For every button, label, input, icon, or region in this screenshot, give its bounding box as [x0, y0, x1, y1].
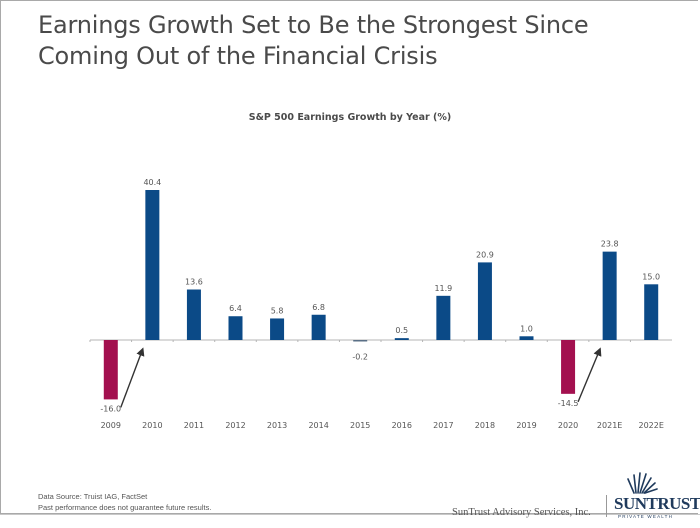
bar-2015: [353, 340, 368, 342]
data-label-2019: 1.0: [520, 324, 533, 333]
logo-wordmark: SunTrust: [614, 494, 700, 514]
data-label-2015: -0.2: [352, 353, 368, 362]
x-tick-label-2012: 2012: [225, 421, 245, 430]
x-tick-label-2021E: 2021E: [597, 421, 622, 430]
bar-2012: [228, 316, 243, 340]
bar-2021E: [602, 251, 617, 340]
bar-2016: [394, 338, 409, 340]
x-tick-label-2017: 2017: [433, 421, 453, 430]
x-tick-label-2011: 2011: [184, 421, 204, 430]
footnote-disclaimer: Past performance does not guarantee futu…: [38, 503, 212, 512]
bar-2017: [436, 295, 451, 340]
x-tick-label-2022E: 2022E: [639, 421, 664, 430]
sunburst-logo-icon: [627, 472, 658, 494]
bar-2020: [561, 340, 576, 394]
logo-divider: [606, 495, 607, 517]
x-tick-label-2009: 2009: [101, 421, 121, 430]
slide-title-line-2: Coming Out of the Financial Crisis: [38, 42, 438, 70]
data-label-2018: 20.9: [476, 250, 494, 259]
footnote: Data Source: Truist IAG, FactSet Past pe…: [38, 491, 211, 513]
footer-divider: [0, 514, 700, 515]
x-tick-label-2018: 2018: [475, 421, 495, 430]
slide-frame: [0, 0, 698, 514]
bar-2014: [311, 314, 326, 340]
data-label-2014: 6.8: [312, 303, 325, 312]
x-tick-label-2014: 2014: [308, 421, 328, 430]
data-label-2021E: 23.8: [601, 240, 619, 249]
data-label-2017: 11.9: [434, 284, 452, 293]
data-label-2012: 6.4: [229, 304, 242, 313]
chart-title: S&P 500 Earnings Growth by Year (%): [248, 112, 452, 123]
bar-2018: [477, 262, 492, 340]
slide-title-line-1: Earnings Growth Set to Be the Strongest …: [38, 11, 589, 39]
data-label-2020: -14.5: [558, 399, 579, 408]
recovery-arrow-2: [577, 347, 602, 403]
x-tick-label-2020: 2020: [558, 421, 578, 430]
recovery-arrow-1: [120, 347, 145, 408]
bar-2011: [186, 289, 201, 340]
x-tick-label-2015: 2015: [350, 421, 370, 430]
x-tick-label-2019: 2019: [516, 421, 536, 430]
data-label-2009: -16.0: [100, 404, 121, 413]
bar-2009: [103, 340, 118, 400]
bar-2019: [519, 336, 534, 340]
bar-2013: [270, 318, 285, 340]
data-label-2022E: 15.0: [642, 272, 660, 281]
logo-subtitle: PRIVATE WEALTH: [618, 514, 674, 519]
advisory-name: SunTrust Advisory Services, Inc.: [452, 507, 591, 518]
bar-2010: [145, 190, 160, 340]
data-label-2010: 40.4: [143, 178, 161, 187]
x-tick-label-2010: 2010: [142, 421, 162, 430]
data-label-2011: 13.6: [185, 278, 203, 287]
x-tick-label-2016: 2016: [392, 421, 412, 430]
slide-title: Earnings Growth Set to Be the Strongest …: [38, 10, 589, 72]
data-label-2016: 0.5: [395, 326, 408, 335]
footnote-source: Data Source: Truist IAG, FactSet: [38, 492, 148, 501]
x-tick-label-2013: 2013: [267, 421, 287, 430]
data-label-2013: 5.8: [271, 306, 284, 315]
bar-2022E: [644, 284, 659, 340]
logo-name: SunTrust: [614, 494, 700, 513]
